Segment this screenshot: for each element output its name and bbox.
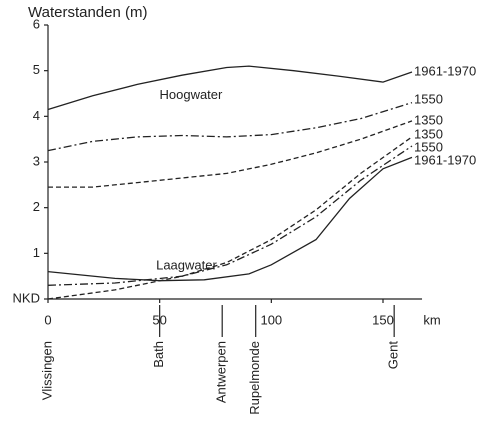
y-tick-label: 3: [33, 153, 40, 168]
x-unit-label: km: [423, 312, 440, 327]
location-label: Rupelmonde: [247, 341, 262, 415]
location-label: Antwerpen: [214, 341, 229, 403]
location-label: Vlissingen: [39, 341, 54, 400]
series-label: 1961-1970: [414, 152, 476, 167]
series-line: [47, 65, 413, 111]
series-label: 1350: [414, 126, 443, 141]
x-tick-label: 0: [44, 312, 51, 327]
chart-title: Waterstanden (m): [28, 4, 147, 21]
series-line: [47, 145, 413, 286]
series-line: [47, 101, 413, 152]
y-tick-label: 1: [33, 245, 40, 260]
series-line: [47, 156, 413, 282]
location-label: Gent: [386, 341, 401, 370]
series-label: 1550: [414, 139, 443, 154]
series-label: 1350: [414, 112, 443, 127]
x-tick-label: 100: [260, 312, 282, 327]
series-label: 1961-1970: [414, 63, 476, 78]
location-label: Bath: [151, 341, 166, 368]
y-tick-label: 2: [33, 199, 40, 214]
x-tick-label: 150: [372, 312, 394, 327]
y-tick-label: 4: [33, 108, 40, 123]
y-tick-label: 5: [33, 62, 40, 77]
series-label: 1550: [414, 91, 443, 106]
series-line: [47, 136, 413, 300]
y-tick-label: 6: [33, 16, 40, 31]
annotation: Hoogwater: [159, 87, 223, 102]
series-line: [48, 120, 413, 188]
y-tick-label: NKD: [13, 290, 40, 305]
annotation: Laagwater: [156, 258, 217, 273]
